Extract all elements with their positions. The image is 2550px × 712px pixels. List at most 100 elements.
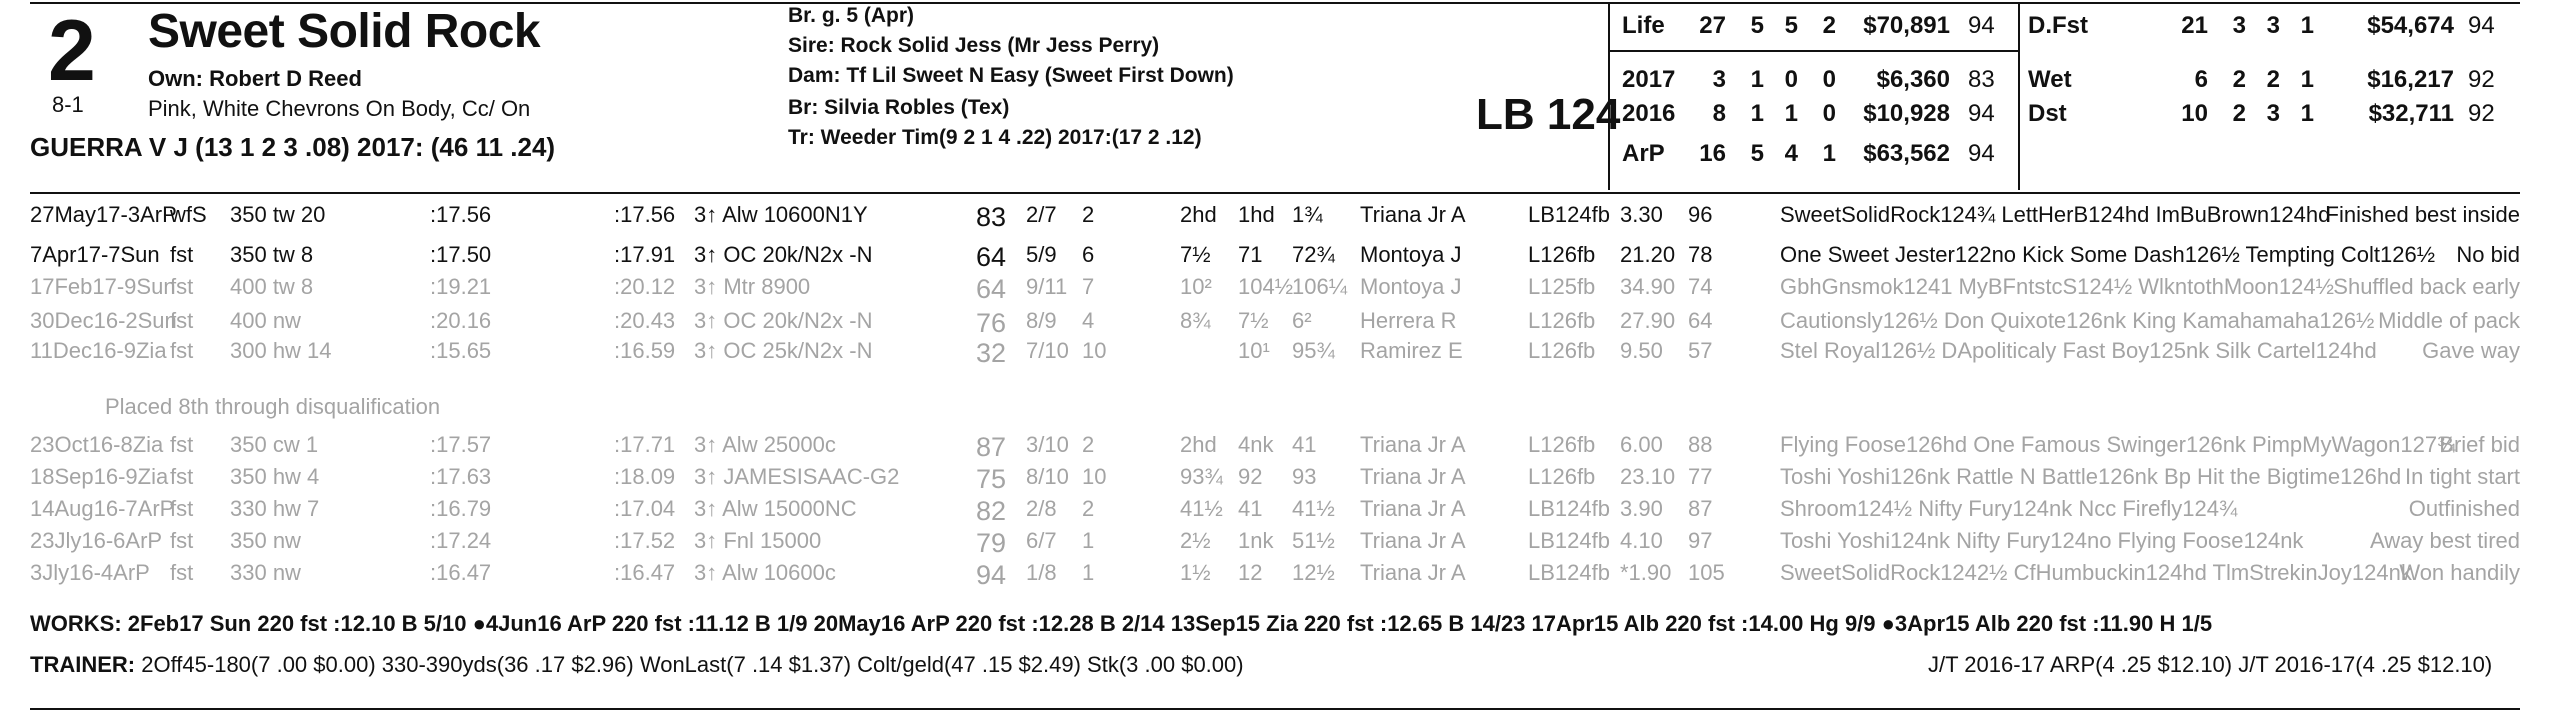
pp-race: 3↑ Alw 25000c	[694, 432, 836, 457]
pp-jock: Triana Jr A	[1360, 560, 1466, 585]
pp-odds: 34.90	[1620, 274, 1676, 299]
stat-p: 4	[1784, 140, 1798, 167]
pp-st: 7	[1082, 274, 1095, 299]
stat-starts: 16	[1699, 140, 1726, 167]
pp-f1: :16.47	[430, 560, 492, 585]
pp-top: GbhGnsmok1241 MyBFntstcS124½ WlkntothMoo…	[1780, 274, 2334, 299]
pp-f1: :19.21	[430, 274, 492, 299]
pp-fig: 64	[976, 242, 1007, 272]
stat-label: Wet	[2028, 66, 2072, 93]
pp-race: 3↑ OC 25k/N2x -N	[694, 338, 873, 363]
pp-race: 3↑ Alw 10600N1Y	[694, 202, 868, 227]
stat-p: 0	[1784, 66, 1798, 93]
pp-odds: *1.90	[1620, 560, 1672, 585]
pp-cond: fst	[170, 528, 194, 553]
pp-sp: 78	[1688, 242, 1713, 267]
pp-line[interactable]: 18Sep16-9Zia fst 350 hw 4:17.63:18.09 3↑ JA…	[30, 464, 2520, 494]
pp-line[interactable]: 23Oct16-8Zia fst 350 cw 1:17.57:17.71 3↑ Al…	[30, 432, 2520, 462]
pp-race: 3↑ JAMESISAAC-G2	[694, 464, 900, 489]
pp-fin: 72¾	[1292, 242, 1335, 267]
pp-fin: 12½	[1292, 560, 1335, 585]
pp-line[interactable]: 30Dec16-2Sun fst 400 nw:20.16:20.43 3↑ OC 2…	[30, 308, 2520, 338]
jockey[interactable]: GUERRA V J (13 1 2 3 .08) 2017: (46 11 .…	[30, 132, 556, 162]
pp-dist: 400 tw 8	[230, 274, 314, 299]
pp-odds: 6.00	[1620, 432, 1663, 457]
pp-line[interactable]: 14Aug16-7ArP fst 330 hw 7:16.79:17.04 3↑ Al…	[30, 496, 2520, 526]
pp-pp: 7/10	[1026, 338, 1069, 363]
stat-label: 2016	[1622, 100, 1676, 127]
pp-c1: 2hd	[1180, 202, 1217, 227]
stat-starts: 6	[2194, 66, 2208, 93]
pp-c1: 8¾	[1180, 308, 1211, 333]
pp-dist: 300 hw 14	[230, 338, 332, 363]
pp-jock: Montoya J	[1360, 242, 1462, 267]
stat-p: 2	[2266, 66, 2280, 93]
pp-jock: Triana Jr A	[1360, 432, 1466, 457]
pp-comment: Middle of pack	[2378, 308, 2520, 333]
pp-date: 23Jly16-6ArP	[30, 528, 163, 553]
sire: Sire: Rock Solid Jess (Mr Jess Perry)	[788, 34, 1160, 57]
pp-line[interactable]: 7Apr17-7Sun fst 350 tw 8:17.50:17.91 3↑ OC …	[30, 242, 2520, 272]
pp-wt: LB124fb	[1528, 560, 1610, 585]
pp-top: Shroom124½ Nifty Fury124nk Ncc Firefly12…	[1780, 496, 2238, 521]
horse-name[interactable]: Sweet Solid Rock	[148, 5, 541, 58]
stat-w: 1	[1750, 66, 1764, 93]
stat-earn: $70,891	[1863, 12, 1950, 39]
pp-f1: :17.57	[430, 432, 492, 457]
pp-cond: fst	[170, 242, 194, 267]
pp-odds: 3.30	[1620, 202, 1663, 227]
pp-line[interactable]: 23Jly16-6ArP fst 350 nw:17.24:17.52 3↑ Fnl …	[30, 528, 2520, 558]
pp-pp: 2/8	[1026, 496, 1057, 521]
pp-st: 4	[1082, 308, 1095, 333]
pp-st: 2	[1082, 202, 1095, 227]
pp-sp: 87	[1688, 496, 1713, 521]
pp-c1: 93¾	[1180, 464, 1223, 489]
stat-earn: $32,711	[2368, 100, 2454, 127]
pp-top: SweetSolidRock1242½ CfHumbuckin124hd Tlm…	[1780, 560, 2412, 585]
morning-line-odds: 8-1	[52, 92, 84, 117]
pp-comment: No bid	[2456, 242, 2520, 267]
stat-s: 1	[1822, 140, 1836, 167]
pp-c2: 4nk	[1238, 432, 1274, 457]
stat-starts: 8	[1712, 100, 1726, 127]
trainer: Tr: Weeder Tim(9 2 1 4 .22) 2017:(17 2 .…	[788, 126, 1202, 149]
stat-w: 5	[1750, 140, 1764, 167]
stat-fig: 94	[2468, 12, 2495, 39]
stat-earn: $63,562	[1863, 140, 1950, 167]
pp-pp: 6/7	[1026, 528, 1057, 553]
pp-sp: 105	[1688, 560, 1725, 585]
stat-w: 1	[1750, 100, 1764, 127]
pp-f2: :18.09	[614, 464, 676, 489]
pp-sp: 74	[1688, 274, 1713, 299]
pp-sp: 64	[1688, 308, 1713, 333]
pp-line[interactable]: 27May17-3ArP wfS 350 tw 20:17.56:17.56 3↑ A…	[30, 202, 2520, 232]
stat-earn: $16,217	[2367, 66, 2454, 93]
pp-f2: :17.71	[614, 432, 676, 457]
pp-line[interactable]: 17Feb17-9Sun fst 400 tw 8:19.21:20.12 3↑ Mt…	[30, 274, 2520, 304]
pp-date: 30Dec16-2Sun	[30, 308, 177, 333]
pp-fin: 41	[1292, 432, 1317, 457]
pp-fig: 75	[976, 464, 1007, 494]
pp-odds: 27.90	[1620, 308, 1676, 333]
pp-dist: 350 tw 20	[230, 202, 326, 227]
stat-s: 0	[1822, 100, 1836, 127]
pp-comment: In tight start	[2405, 464, 2520, 489]
pp-jock: Triana Jr A	[1360, 202, 1466, 227]
stat-label: Dst	[2028, 100, 2067, 127]
pp-date: 7Apr17-7Sun	[30, 242, 160, 267]
pp-cond: wfS	[170, 202, 207, 227]
pp-jock: Herrera R	[1360, 308, 1457, 333]
pp-race: 3↑ OC 20k/N2x -N	[694, 308, 873, 333]
breeder: Br: Silvia Robles (Tex)	[788, 96, 1010, 119]
pp-f1: :20.16	[430, 308, 492, 333]
pp-sp: 97	[1688, 528, 1713, 553]
pp-line[interactable]: 3Jly16-4ArP fst 330 nw:16.47:16.47 3↑ Alw 1…	[30, 560, 2520, 590]
pp-c1: 2hd	[1180, 432, 1217, 457]
pp-sp: 57	[1688, 338, 1713, 363]
pp-c1: 1½	[1180, 560, 1211, 585]
pp-fin: 1¾	[1292, 202, 1323, 227]
pp-race: 3↑ Alw 15000NC	[694, 496, 857, 521]
jockey-trainer-stats: J/T 2016-17 ARP(4 .25 $12.10) J/T 2016-1…	[1928, 652, 2493, 677]
pp-line[interactable]: 11Dec16-9Zia fst 300 hw 14:15.65:16.59 3↑ O…	[30, 338, 2520, 368]
pp-st: 10	[1082, 464, 1107, 489]
